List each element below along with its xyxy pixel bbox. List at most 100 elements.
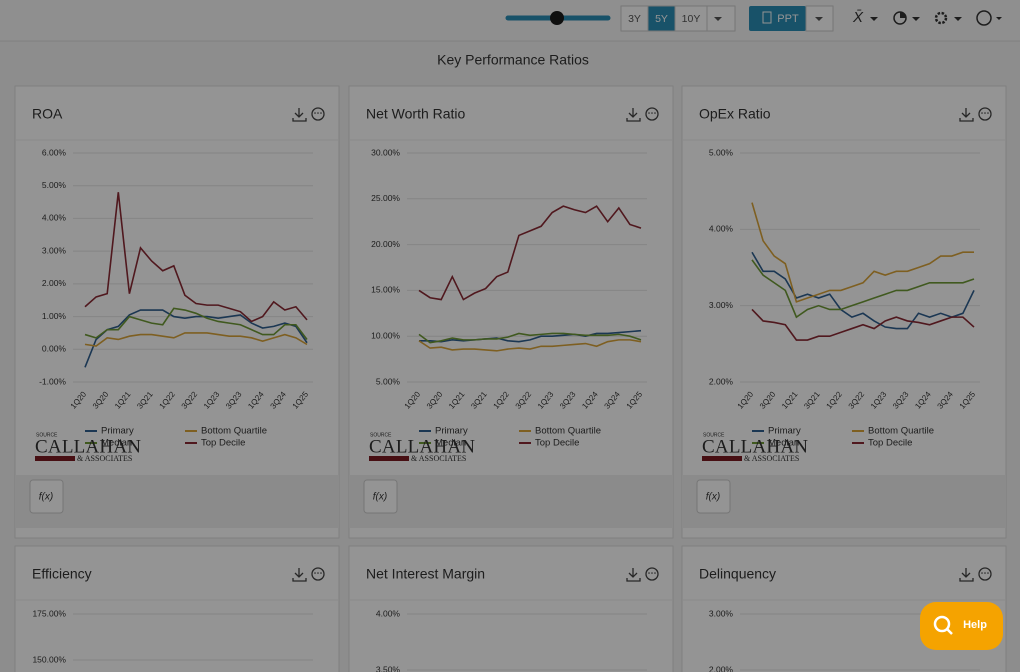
series-line: [419, 329, 642, 343]
more-icon[interactable]: [978, 107, 992, 121]
settings-icon[interactable]: [934, 11, 948, 25]
period-button[interactable]: [674, 5, 708, 32]
series-line: [751, 308, 975, 341]
fx-button[interactable]: [29, 479, 64, 514]
card: Efficiency ⋯ 175.00% 150.00%: [14, 545, 340, 672]
y-tick-label: 5.00%: [42, 180, 67, 190]
series-line: [751, 202, 974, 303]
help-button[interactable]: [920, 602, 1003, 650]
y-tick-label: 5.00%: [709, 147, 734, 157]
ppt-label: PPT: [777, 13, 799, 25]
period-button[interactable]: [647, 5, 676, 32]
card-title: Net Worth Ratio: [366, 106, 466, 122]
card: OpEx Ratio ⋯2.00%3.00%4.00%5.00%1Q20 3Q20 1…: [681, 85, 1007, 539]
more-icon[interactable]: [645, 107, 659, 121]
legend-label: Top Decile: [535, 438, 579, 449]
y-tick-label: 10.00%: [371, 330, 400, 340]
card-box: [348, 85, 674, 539]
period-dropdown[interactable]: [706, 5, 736, 32]
legend-label: Median: [435, 438, 466, 449]
y-tick-label: -1.00%: [39, 376, 66, 386]
more-dots: ⋯: [981, 107, 990, 117]
fx-button[interactable]: [696, 479, 731, 514]
legend-label: Bottom Quartile: [868, 426, 934, 437]
y-tick-label: 6.00%: [42, 147, 67, 157]
more-icon[interactable]: [645, 567, 659, 581]
card: ROA ⋯ -1.00% 0.00% 1.00% 2.00% 3.00% 4.00% 5.00%…: [14, 85, 340, 539]
more-dots: ⋯: [648, 107, 657, 117]
y-tick-label: 25.00%: [371, 193, 400, 203]
period-label: 10Y: [682, 13, 701, 25]
card-title: Delinquency: [699, 566, 776, 582]
y-tick-label: 30.00%: [371, 147, 400, 157]
series-line: [84, 192, 308, 323]
legend-label: Primary: [768, 426, 801, 437]
download-icon[interactable]: [626, 568, 641, 582]
card-box: [14, 85, 340, 539]
slider-knob[interactable]: [550, 11, 564, 25]
series-line: [418, 339, 642, 352]
fx-button[interactable]: [363, 479, 398, 514]
caret: [912, 17, 920, 21]
stat-icon[interactable]: X̄: [852, 9, 864, 26]
more-dots: ⋯: [981, 567, 990, 577]
card: Net Worth Ratio ⋯ 5.00% 10.00% 15.00% 20.00% 2…: [348, 85, 674, 539]
legend-label: Bottom Quartile: [201, 426, 267, 437]
legend-label: Primary: [101, 426, 134, 437]
source-bar: [369, 456, 409, 461]
card-footer: [15, 475, 339, 528]
legend-label: Primary: [435, 426, 468, 437]
more-dots: ⋯: [314, 567, 323, 577]
more-dots: ⋯: [648, 567, 657, 577]
more-icon[interactable]: [978, 567, 992, 581]
source-name: CALLAHAN: [702, 436, 808, 457]
fx-label: f(x): [39, 492, 53, 503]
download-icon[interactable]: [292, 108, 307, 122]
card-title: Efficiency: [32, 566, 92, 582]
source-sub: & ASSOCIATES: [77, 454, 132, 463]
y-tick-label: 2.00%: [709, 376, 734, 386]
help-icon-handle: [946, 628, 953, 635]
y-tick-label: 175.00%: [32, 608, 66, 618]
series-line: [751, 251, 975, 330]
period-label: 5Y: [655, 13, 668, 25]
download-icon[interactable]: [626, 108, 641, 122]
period-button[interactable]: [620, 5, 649, 32]
series-line: [418, 332, 642, 344]
y-tick-label: 20.00%: [371, 239, 400, 249]
y-tick-label: 4.00%: [376, 608, 401, 618]
source-bar: [35, 456, 75, 461]
y-tick-label: 3.00%: [709, 300, 734, 310]
source-sub: & ASSOCIATES: [411, 454, 466, 463]
more-icon[interactable]: [311, 567, 325, 581]
source-name: CALLAHAN: [369, 436, 475, 457]
card: Net Interest Margin ⋯ 4.00% 3.50%: [348, 545, 674, 672]
download-icon[interactable]: [959, 568, 974, 582]
series-line: [84, 307, 308, 340]
card-footer: [349, 475, 673, 528]
y-tick-label: 2.00%: [709, 664, 734, 672]
more-icon[interactable]: [311, 107, 325, 121]
more-dots: ⋯: [314, 107, 323, 117]
y-tick-label: 4.00%: [42, 213, 67, 223]
help-icon: [933, 615, 951, 633]
download-icon[interactable]: [959, 108, 974, 122]
series-line: [84, 332, 308, 347]
series-line: [84, 309, 308, 368]
caret: [996, 17, 1002, 20]
page-title: Key Performance Ratios: [437, 52, 589, 68]
source-name: CALLAHAN: [35, 436, 141, 457]
chart-icon-slice: [900, 12, 906, 18]
y-tick-label: 0.00%: [42, 344, 67, 354]
y-tick-label: 2.00%: [42, 278, 67, 288]
download-icon[interactable]: [292, 568, 307, 582]
series-line: [418, 205, 642, 301]
period-label: 3Y: [628, 13, 641, 25]
caret: [954, 17, 962, 21]
card-box: [14, 545, 340, 672]
more-icon[interactable]: [976, 10, 992, 26]
y-tick-label: 3.00%: [709, 608, 734, 618]
fx-label: f(x): [373, 492, 387, 503]
card-title: Net Interest Margin: [366, 566, 485, 582]
